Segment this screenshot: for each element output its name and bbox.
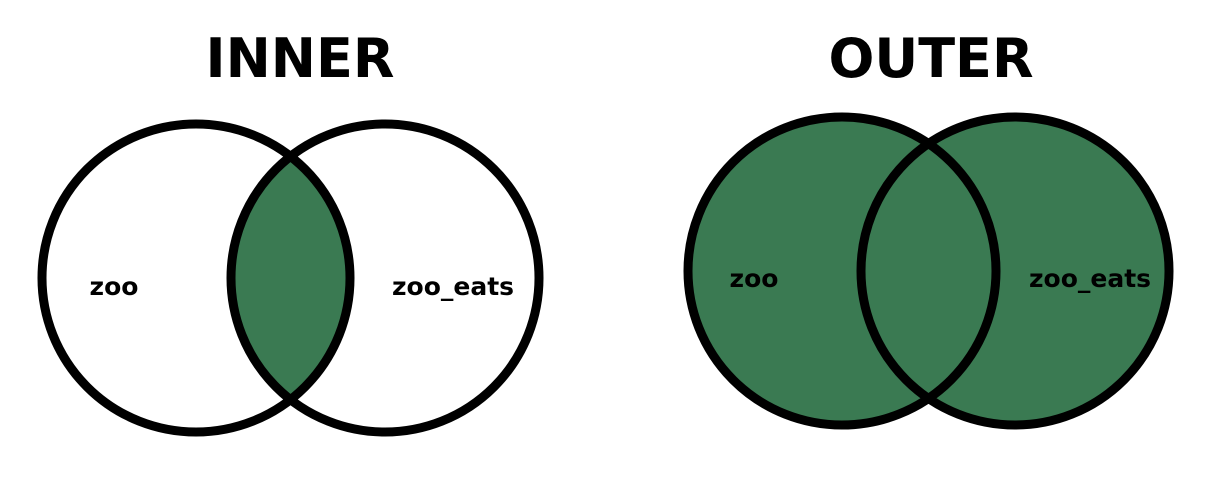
outer-right-outline — [856, 112, 1174, 430]
outer-left-label: zoo — [730, 264, 779, 293]
inner-title: INNER — [206, 27, 395, 90]
inner-right-outline — [226, 119, 544, 437]
inner-intersection-fill — [231, 124, 350, 432]
inner-right-label: zoo_eats — [392, 272, 514, 301]
inner-left-outline — [37, 119, 355, 437]
outer-join-diagram: OUTER zoo zoo_eats — [683, 27, 1174, 430]
inner-left-label: zoo — [90, 272, 139, 301]
outer-left-outline — [683, 112, 1001, 430]
outer-title: OUTER — [828, 27, 1033, 90]
inner-join-diagram: INNER zoo zoo_eats — [37, 27, 544, 437]
outer-right-label: zoo_eats — [1029, 264, 1151, 293]
outer-right-fill — [861, 117, 1169, 425]
